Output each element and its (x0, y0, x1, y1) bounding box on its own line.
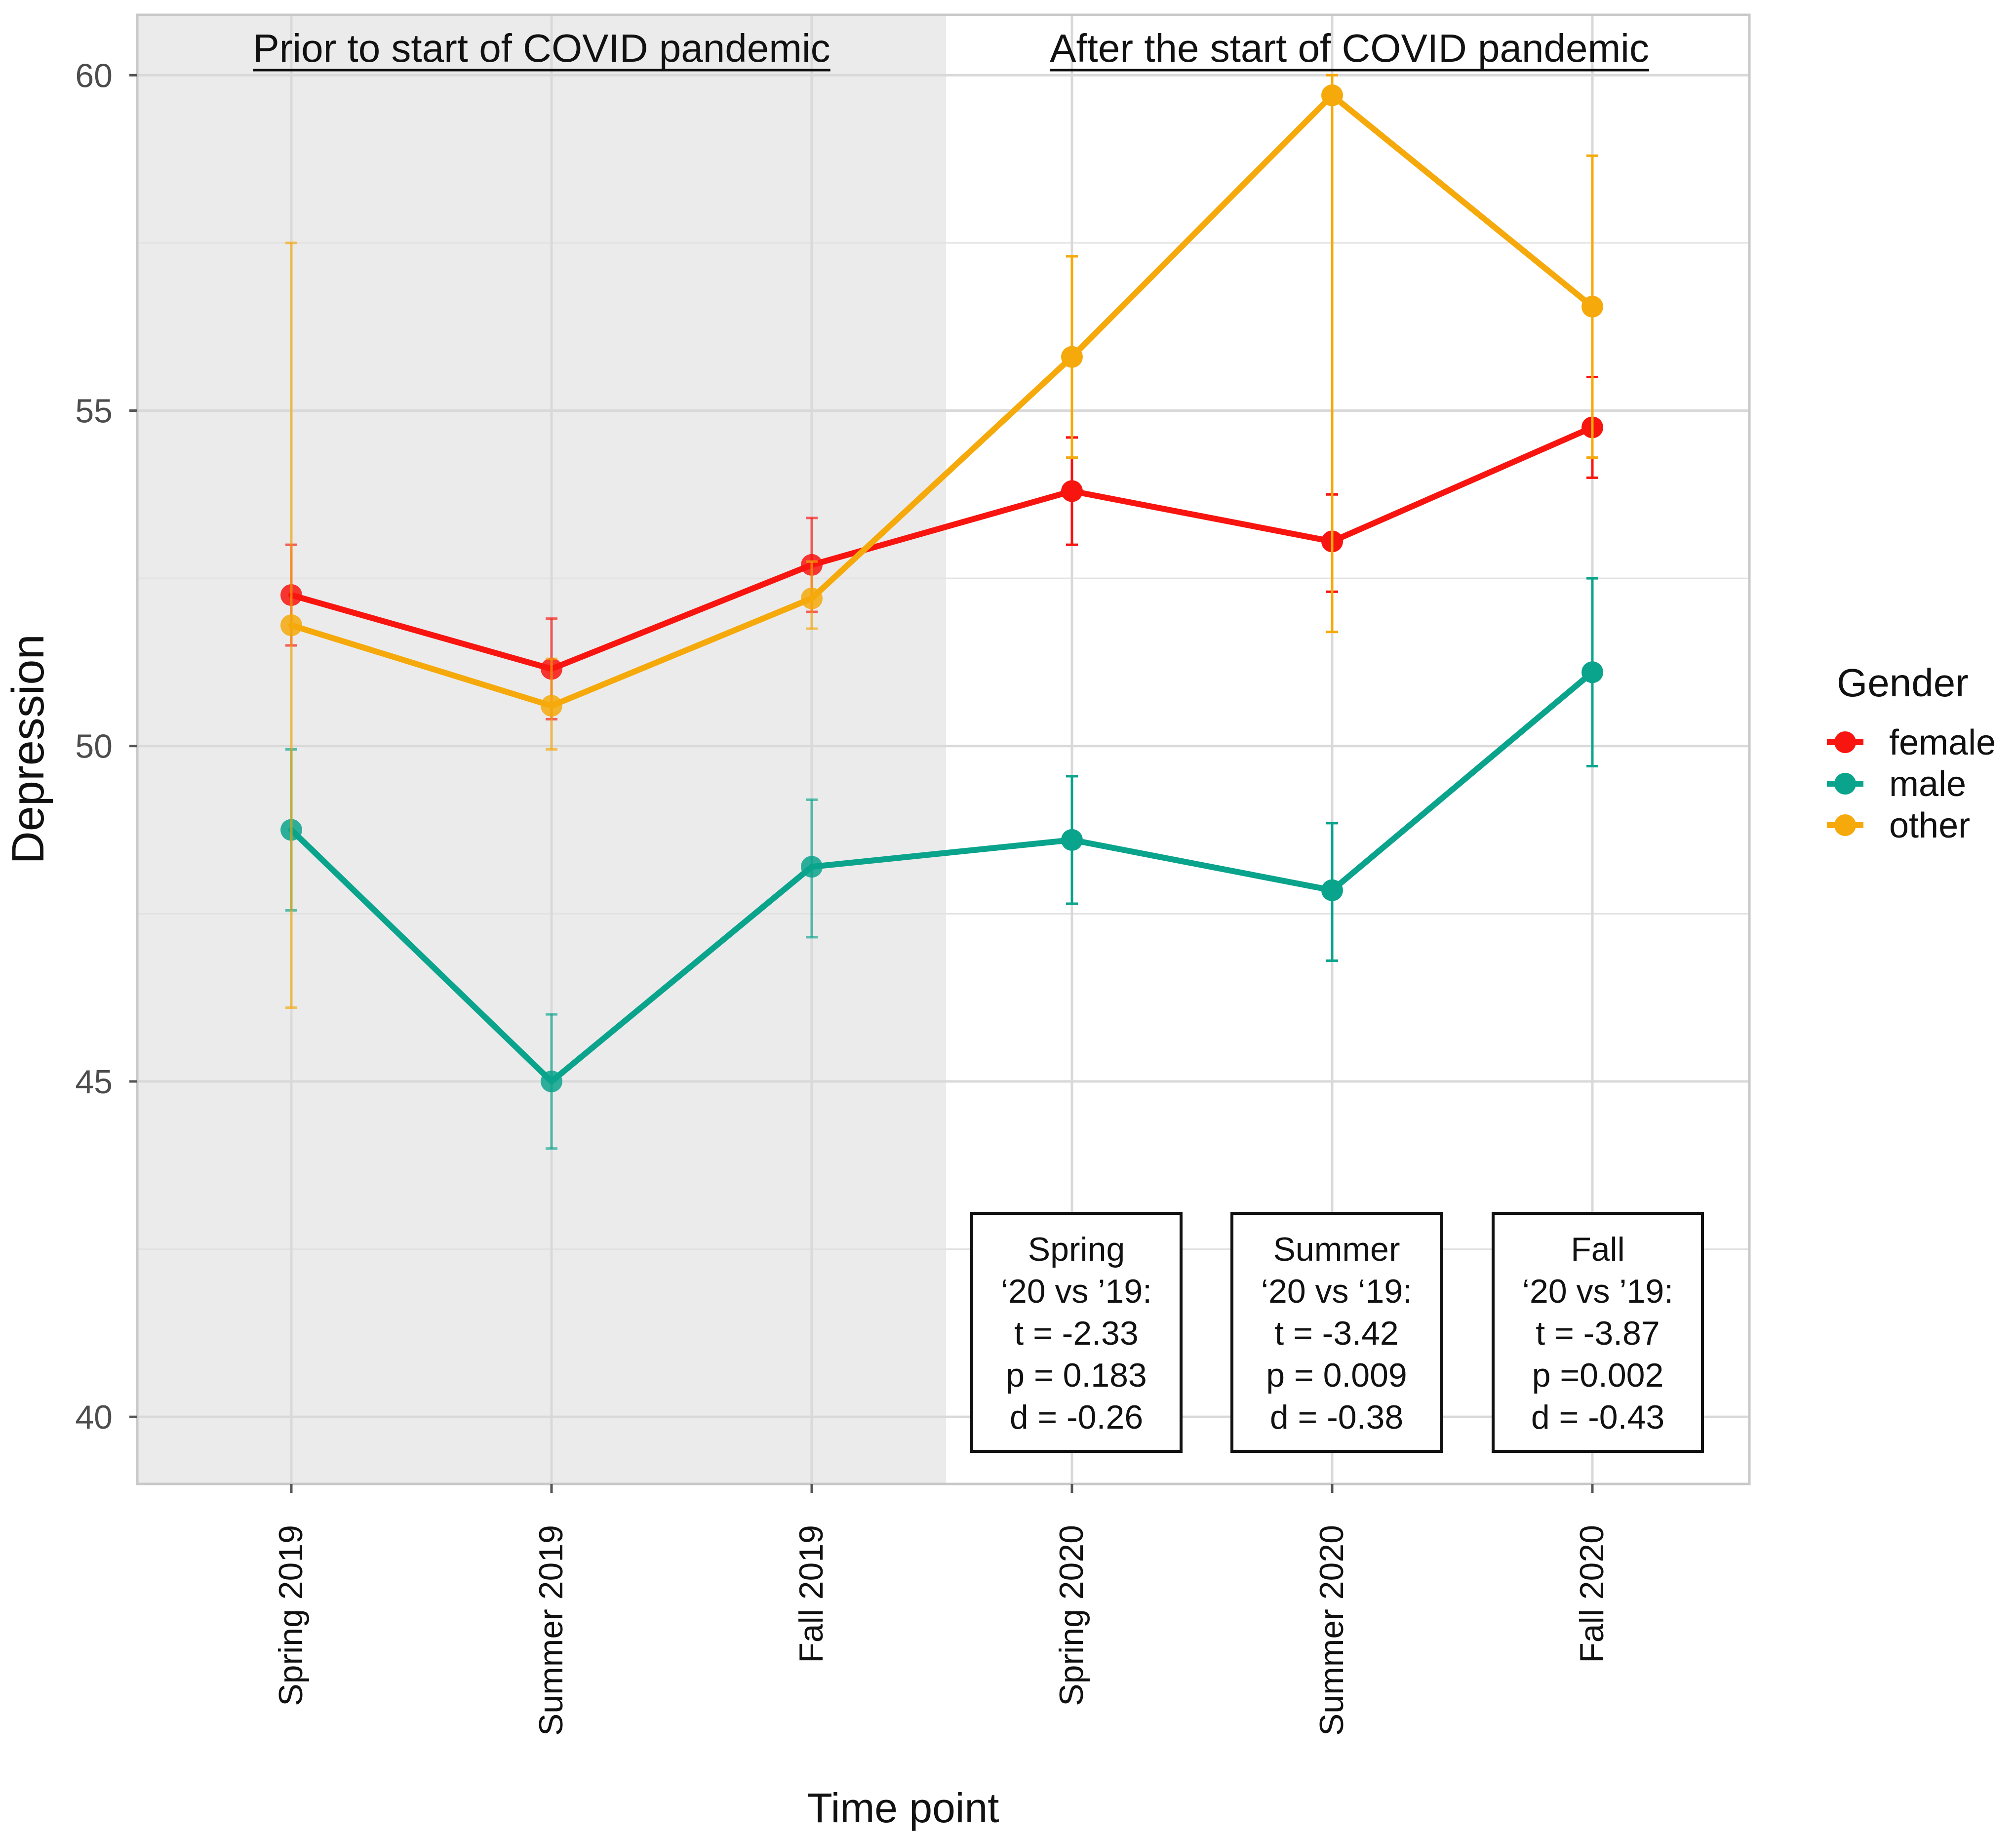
y-tick-label: 50 (75, 728, 113, 765)
legend-key-point-male (1834, 773, 1856, 795)
region-labels: Prior to start of COVID pandemic After t… (253, 26, 1649, 72)
x-axis: Spring 2019 Summer 2019 Fall 2019 Spring 20… (272, 1484, 1611, 1736)
data-point-other (1581, 295, 1603, 318)
legend-label-other: other (1889, 806, 1970, 845)
legend-key-point-female (1834, 731, 1856, 753)
x-axis-title: Time point (807, 1785, 999, 1831)
series-other (280, 74, 1603, 1009)
annotation-fall-line-2: ‘20 vs ’19: (1522, 1273, 1673, 1310)
legend-label-female: female (1889, 723, 1996, 762)
x-tick-label: Summer 2020 (1313, 1525, 1350, 1736)
annotation-spring-line-2: ‘20 vs ’19: (1001, 1273, 1152, 1310)
annotation-box-fall-frame (1492, 1212, 1704, 1453)
data-point-other (280, 614, 302, 637)
series-line-male (288, 669, 1595, 1084)
annotation-spring-line-5: d = -0.26 (1010, 1399, 1143, 1436)
data-point-male (1321, 879, 1343, 901)
data-point-male (541, 1070, 562, 1092)
annotation-box-summer-frame (1230, 1212, 1443, 1453)
x-tick-label: Spring 2020 (1053, 1525, 1090, 1706)
annotation-fall-line-3: t = -3.87 (1536, 1315, 1660, 1352)
data-point-other (1061, 346, 1083, 368)
y-axis-title: Depression (3, 634, 53, 864)
y-axis: 40 45 50 55 60 (75, 57, 137, 1436)
x-tick-label: Fall 2019 (792, 1525, 830, 1663)
region-label-post-covid: After the start of COVID pandemic (1050, 26, 1649, 70)
annotation-summer-line-3: t = -3.42 (1274, 1315, 1398, 1352)
annotation-fall-line-1: Fall (1571, 1231, 1625, 1268)
data-point-male (1581, 661, 1603, 683)
series-layer (280, 74, 1603, 1150)
annotation-spring-line-3: t = -2.33 (1014, 1315, 1138, 1352)
annotation-box-summer: Summer ‘20 vs ‘19: t = -3.42 p = 0.009 d… (1230, 1212, 1443, 1453)
data-point-other (801, 587, 823, 609)
region-label-pre-covid: Prior to start of COVID pandemic (253, 26, 830, 70)
annotation-box-spring: Spring ‘20 vs ’19: t = -2.33 p = 0.183 d… (970, 1212, 1183, 1453)
series-male (280, 577, 1603, 1150)
y-tick-label: 40 (75, 1399, 113, 1436)
annotation-summer-line-1: Summer (1273, 1231, 1400, 1268)
annotation-fall-line-5: d = -0.43 (1531, 1399, 1664, 1436)
annotation-box-fall: Fall ‘20 vs ’19: t = -3.87 p =0.002 d = … (1492, 1212, 1704, 1453)
data-point-other (541, 695, 562, 717)
data-point-other (1321, 84, 1343, 107)
x-tick-label: Fall 2020 (1573, 1525, 1611, 1663)
annotation-summer-line-4: p = 0.009 (1266, 1357, 1407, 1394)
annotation-spring-line-4: p = 0.183 (1006, 1357, 1146, 1394)
x-tick-label: Summer 2019 (532, 1525, 570, 1736)
x-tick-label: Spring 2019 (272, 1525, 310, 1706)
legend-label-male: male (1889, 764, 1966, 804)
legend-title: Gender (1837, 661, 1969, 705)
data-point-male (801, 856, 823, 878)
data-point-male (1061, 829, 1083, 851)
annotation-summer-line-2: ‘20 vs ‘19: (1261, 1273, 1412, 1310)
data-point-female (1061, 480, 1083, 502)
comparison-annotations: Spring ‘20 vs ’19: t = -2.33 p = 0.183 d… (970, 1212, 1704, 1453)
y-tick-label: 55 (75, 392, 113, 430)
legend-key-point-other (1834, 814, 1856, 836)
pre-covid-shaded-region (137, 15, 946, 1484)
annotation-box-spring-frame (970, 1212, 1183, 1453)
y-tick-label: 60 (75, 57, 113, 94)
y-tick-label: 45 (75, 1063, 113, 1101)
annotation-fall-line-4: p =0.002 (1532, 1357, 1664, 1394)
annotation-summer-line-5: d = -0.38 (1270, 1399, 1403, 1436)
annotation-spring-line-1: Spring (1028, 1231, 1125, 1268)
series-line-other (288, 92, 1595, 709)
plot-panel-border (136, 13, 1751, 1485)
series-line-female (288, 424, 1595, 672)
